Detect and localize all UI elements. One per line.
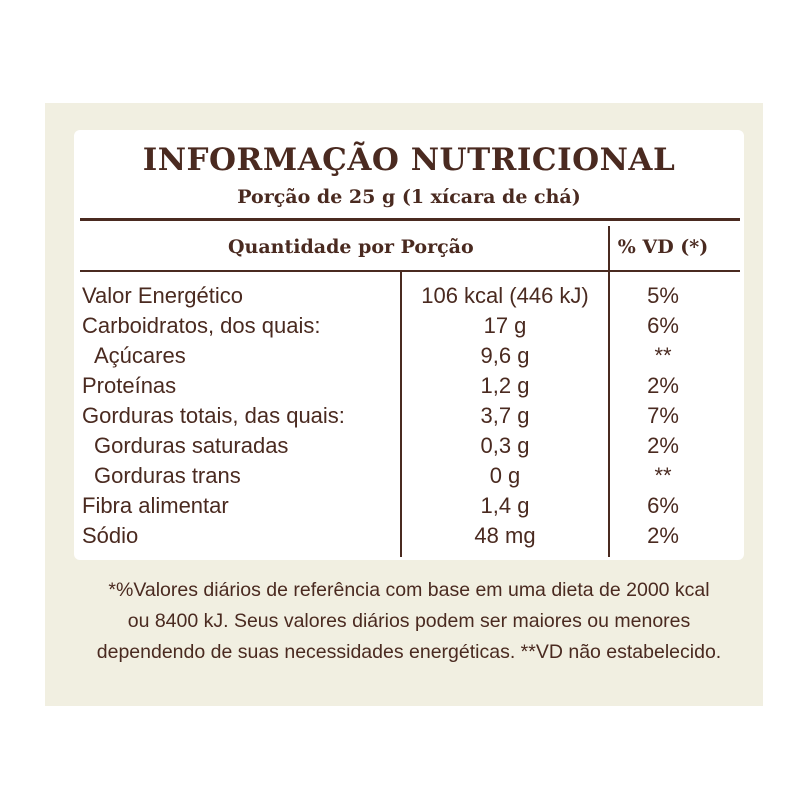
header-vd: % VD (*) <box>617 236 709 258</box>
table-row: Gorduras trans 0 g ** <box>0 463 800 493</box>
nutrient-name: Carboidratos, dos quais: <box>82 313 321 338</box>
nutrient-name: Proteínas <box>82 373 177 398</box>
nutrient-name: Gorduras trans <box>94 463 241 488</box>
nutrient-name: Gorduras totais, das quais: <box>82 403 345 428</box>
nutrient-name: Sódio <box>82 523 139 548</box>
nutrient-vd: 7% <box>647 403 679 428</box>
nutrient-name: Açúcares <box>94 343 186 368</box>
qty-column-divider <box>400 272 402 557</box>
footnote: *%Valores diários de referência com base… <box>74 575 744 668</box>
title-rule <box>80 218 740 221</box>
table-row: Gorduras totais, das quais: 3,7 g 7% <box>0 403 800 433</box>
header-rule <box>80 270 740 272</box>
nutrient-vd: ** <box>654 463 672 488</box>
nutrient-name: Valor Energético <box>82 283 244 308</box>
label-title: INFORMAÇÃO NUTRICIONAL <box>142 142 676 178</box>
nutrient-vd: 6% <box>647 493 679 518</box>
table-row: Açúcares 9,6 g ** <box>0 343 800 373</box>
nutrient-quantity: 17 g <box>483 313 527 338</box>
nutrient-name: Gorduras saturadas <box>94 433 289 458</box>
nutrient-quantity: 0 g <box>489 463 521 488</box>
nutrition-label-box <box>74 130 744 560</box>
footnote-line: ou 8400 kJ. Seus valores diários podem s… <box>127 610 691 632</box>
nutrient-vd: 2% <box>647 523 679 548</box>
nutrient-vd: ** <box>654 343 672 368</box>
nutrient-vd: 2% <box>647 433 679 458</box>
vd-column-divider <box>608 226 610 557</box>
serving-size: Porção de 25 g (1 xícara de chá) <box>237 186 581 208</box>
table-row: Gorduras saturadas 0,3 g 2% <box>0 433 800 463</box>
nutrient-quantity: 106 kcal (446 kJ) <box>421 283 589 308</box>
nutrient-quantity: 0,3 g <box>480 433 530 458</box>
nutrient-quantity: 48 mg <box>474 523 536 548</box>
table-row: Valor Energético 106 kcal (446 kJ) 5% <box>0 283 800 313</box>
nutrient-name: Fibra alimentar <box>82 493 229 518</box>
nutrient-vd: 2% <box>647 373 679 398</box>
table-row: Fibra alimentar 1,4 g 6% <box>0 493 800 523</box>
nutrient-quantity: 9,6 g <box>480 343 530 368</box>
table-row: Sódio 48 mg 2% <box>0 523 800 553</box>
table-row: Proteínas 1,2 g 2% <box>0 373 800 403</box>
nutrient-quantity: 1,4 g <box>480 493 530 518</box>
nutrient-vd: 6% <box>647 313 679 338</box>
table-row: Carboidratos, dos quais: 17 g 6% <box>0 313 800 343</box>
nutrient-quantity: 3,7 g <box>480 403 530 428</box>
nutrient-vd: 5% <box>647 283 679 308</box>
nutrient-quantity: 1,2 g <box>480 373 530 398</box>
header-quantity: Quantidade por Porção <box>228 236 474 258</box>
footnote-line: dependendo de suas necessidades energéti… <box>96 641 722 663</box>
footnote-line: *%Valores diários de referência com base… <box>108 579 710 601</box>
